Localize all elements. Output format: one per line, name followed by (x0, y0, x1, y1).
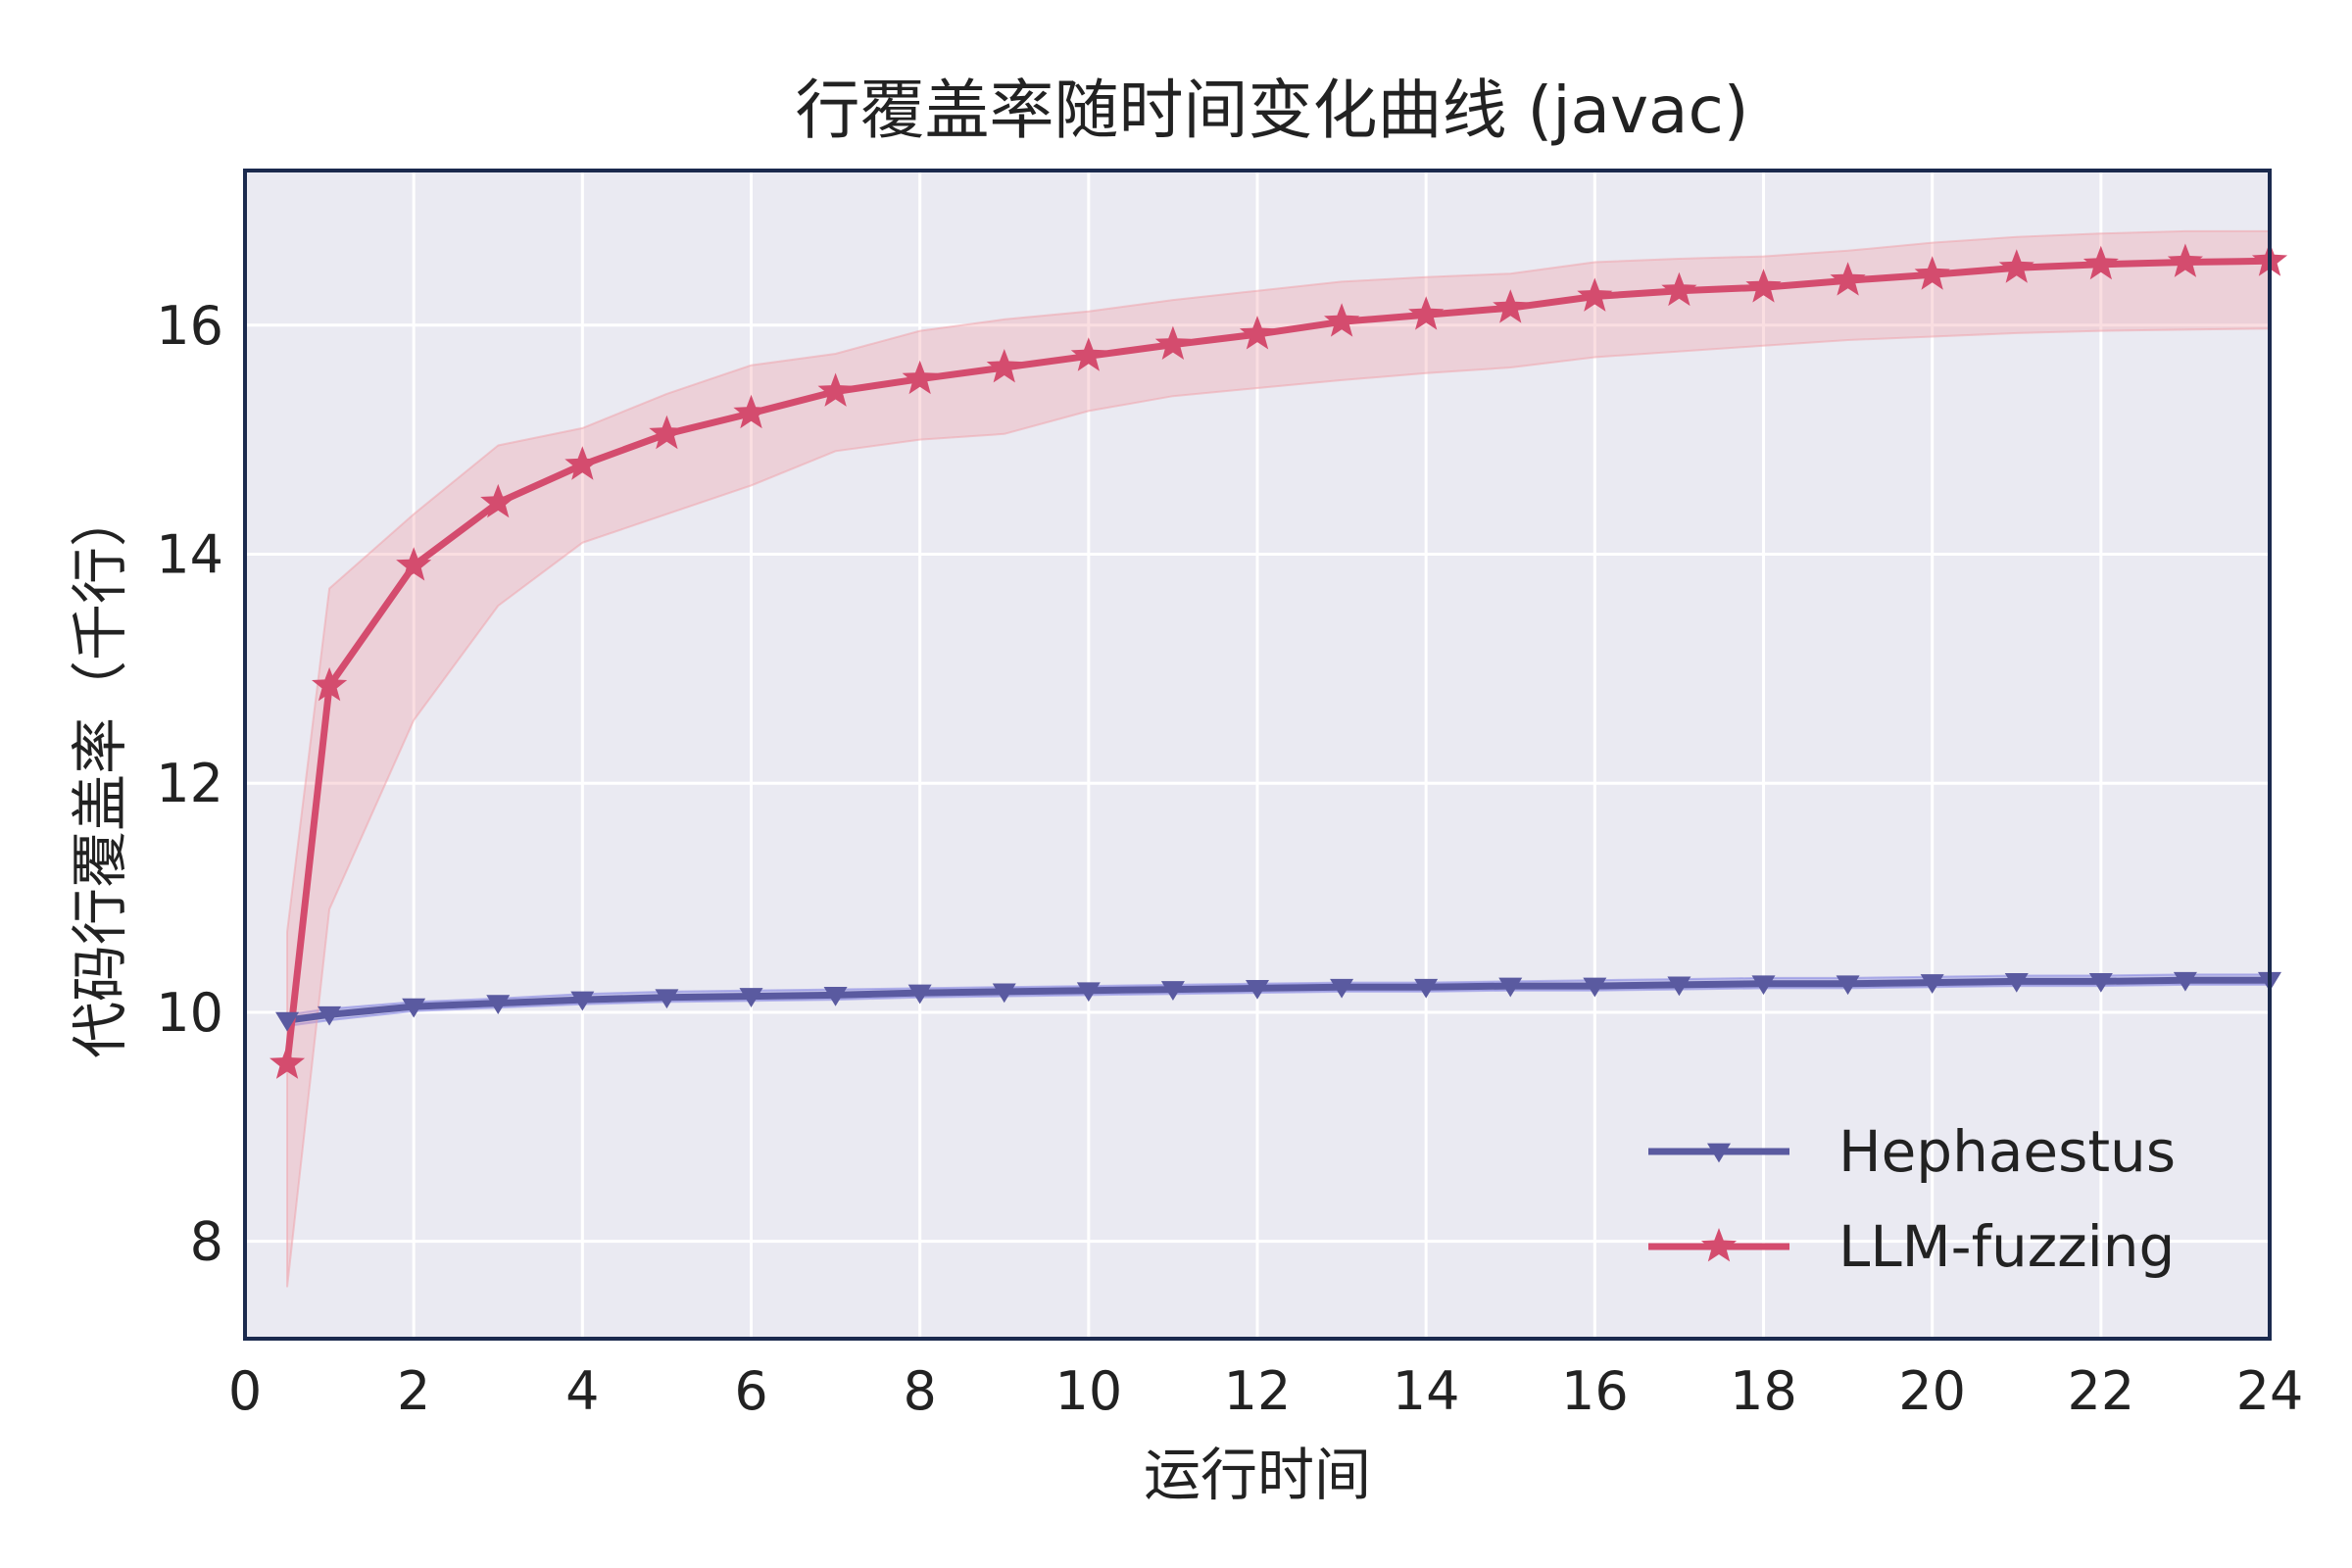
x-tick-label: 16 (1561, 1360, 1629, 1422)
x-tick-label: 4 (565, 1360, 599, 1422)
hephaestus-point (1583, 977, 1607, 998)
y-axis-label: 代码行覆盖率（千行） (67, 490, 133, 1058)
llm-fuzzing-point (1830, 262, 1866, 296)
x-tick-label: 14 (1393, 1360, 1460, 1422)
llm-fuzzing-point (1324, 303, 1360, 337)
legend-label-hephaestus: Hephaestus (1838, 1118, 2176, 1185)
x-tick-label: 22 (2067, 1360, 2134, 1422)
x-axis-label: 运行时间 (1144, 1442, 1371, 1508)
llm-fuzzing-point (480, 483, 516, 518)
llm-fuzzing-point (1661, 271, 1697, 307)
llm-fuzzing-point (1154, 325, 1191, 360)
llm-fuzzing-point (649, 415, 685, 450)
hephaestus-point (1836, 975, 1860, 996)
llm-fuzzing-point (2167, 243, 2203, 277)
y-tick-label: 12 (156, 753, 223, 814)
y-axis-ticks: 8 10 12 14 16 (156, 295, 223, 1273)
llm-fuzzing-point (1577, 277, 1613, 312)
hephaestus-point (1414, 978, 1439, 999)
llm-fuzzing-point (2082, 245, 2119, 280)
llm-fuzzing-point (564, 446, 601, 480)
hephaestus-point (275, 1011, 300, 1032)
llm-fuzzing-point (1408, 296, 1445, 330)
hephaestus-point (486, 995, 511, 1014)
hephaestus-point (739, 988, 763, 1007)
x-tick-label: 0 (228, 1360, 262, 1422)
hephaestus-point (992, 983, 1016, 1004)
chart-title: 行覆盖率随时间变化曲线 (javac) (795, 73, 1748, 148)
legend-marker-hephaestus (1707, 1143, 1731, 1163)
legend-label-llm-fuzzing: LLM-fuzzing (1838, 1213, 2175, 1280)
legend-marker-llm-fuzzing (1700, 1228, 1738, 1262)
hephaestus-point (2173, 971, 2197, 992)
x-tick-label: 12 (1224, 1360, 1292, 1422)
hephaestus-point (1160, 981, 1185, 1001)
x-tick-label: 2 (397, 1360, 430, 1422)
x-tick-label: 20 (1898, 1360, 1966, 1422)
hephaestus-point (1498, 977, 1523, 998)
y-tick-label: 14 (156, 523, 223, 585)
llm-fuzzing-point (1745, 269, 1782, 303)
llm-fuzzing-point (986, 349, 1022, 383)
llm-fuzzing-point (1914, 256, 1950, 290)
x-tick-label: 8 (903, 1360, 936, 1422)
x-tick-label: 10 (1054, 1360, 1122, 1422)
llm-fuzzing-point (396, 547, 432, 581)
y-tick-label: 10 (156, 982, 223, 1044)
x-tick-label: 24 (2236, 1360, 2304, 1422)
hephaestus-point (402, 998, 426, 1018)
hephaestus-point (823, 987, 848, 1006)
hephaestus-point (1920, 974, 1944, 994)
llm-fuzzing-point (1493, 289, 1529, 323)
hephaestus-point (1076, 982, 1101, 1003)
hephaestus-point (907, 984, 932, 1004)
x-tick-label: 6 (734, 1360, 767, 1422)
hephaestus-point (1667, 976, 1691, 997)
llm-fuzzing-point (817, 372, 854, 407)
y-tick-label: 16 (156, 295, 223, 357)
llm-fuzzing-point (733, 394, 769, 429)
llm-fuzzing-point (902, 360, 938, 395)
llm-fuzzing-point (1998, 249, 2034, 283)
legend: Hephaestus LLM-fuzzing (1648, 1118, 2176, 1280)
hephaestus-point (318, 1005, 342, 1026)
x-tick-label: 18 (1730, 1360, 1797, 1422)
x-axis-ticks: 0 2 4 6 8 10 12 14 16 18 20 22 24 (228, 1360, 2304, 1422)
llm-fuzzing-point (270, 1045, 306, 1079)
hephaestus-point (1330, 978, 1354, 999)
llm-fuzzing-point (312, 666, 348, 702)
hephaestus-point (1246, 980, 1269, 1000)
series-markers (270, 242, 2288, 1079)
hephaestus-point (2004, 972, 2029, 993)
hephaestus-point (655, 989, 679, 1009)
hephaestus-point (570, 991, 595, 1011)
y-tick-label: 8 (190, 1211, 223, 1273)
hephaestus-point (2088, 972, 2113, 993)
hephaestus-point (1751, 975, 1776, 996)
llm-fuzzing-point (1070, 337, 1106, 371)
plot-frame (243, 169, 2272, 1341)
llm-fuzzing-point (1239, 316, 1276, 350)
